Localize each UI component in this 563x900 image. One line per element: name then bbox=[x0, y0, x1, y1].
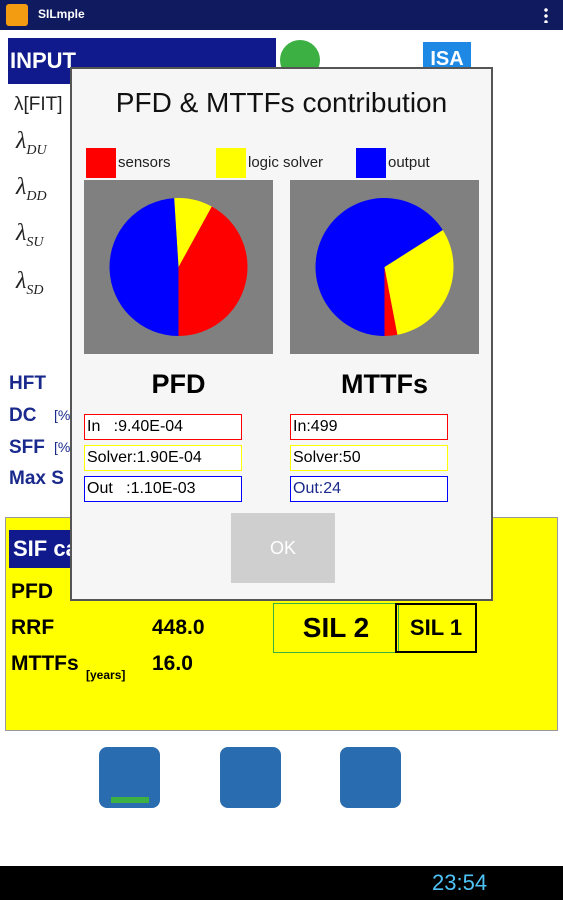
lambda-symbol: λ bbox=[16, 268, 27, 294]
clock: 23:54 bbox=[432, 870, 488, 895]
tab-indicator bbox=[111, 797, 149, 803]
pie-slice bbox=[178, 206, 248, 336]
pie-slice bbox=[384, 267, 398, 336]
lambda-symbol: λ bbox=[16, 174, 27, 200]
legend-swatch bbox=[356, 148, 386, 178]
lambda-symbol: λ bbox=[16, 128, 27, 154]
pie-chart bbox=[84, 180, 273, 354]
legend-swatch bbox=[86, 148, 116, 178]
legend-swatch bbox=[216, 148, 246, 178]
lambda-sub: DU bbox=[26, 142, 47, 158]
value-row: Out:24 bbox=[290, 476, 448, 502]
param-unit: [% bbox=[54, 439, 71, 455]
sil-badge: SIL 2 bbox=[273, 603, 399, 653]
nav-bar: 23:54 bbox=[0, 866, 563, 900]
sif-unit: [years] bbox=[86, 668, 126, 682]
pie-slice bbox=[109, 198, 179, 336]
sif-label: MTTFs bbox=[11, 652, 79, 675]
lambda-sub: SU bbox=[26, 234, 44, 250]
lambda-sub: SD bbox=[26, 282, 44, 298]
sil-badge: SIL 1 bbox=[395, 603, 477, 653]
param-label: DC bbox=[9, 405, 37, 426]
lambda-label: λDD bbox=[16, 174, 47, 205]
value-row: In:499 bbox=[290, 414, 448, 440]
legend-label: output bbox=[388, 154, 430, 171]
menu-button[interactable] bbox=[544, 7, 548, 23]
pie-chart bbox=[290, 180, 479, 354]
value-row: Out :1.10E-03 bbox=[84, 476, 242, 502]
sif-value: 16.0 bbox=[152, 652, 193, 675]
pie-label: MTTFs bbox=[341, 369, 428, 399]
sif-label: PFD bbox=[11, 580, 53, 603]
lambda-fit: λ[FIT] bbox=[14, 94, 63, 115]
tab-icon[interactable] bbox=[99, 747, 160, 808]
ok-button[interactable]: OK bbox=[231, 513, 335, 583]
param-unit: [% bbox=[54, 407, 71, 423]
app-icon bbox=[6, 4, 28, 26]
settings-icon[interactable] bbox=[220, 747, 281, 808]
param-label: HFT bbox=[9, 373, 46, 394]
lambda-symbol: λ bbox=[16, 220, 27, 246]
shuffle-icon[interactable] bbox=[340, 747, 401, 808]
dialog-title: PFD & MTTFs contribution bbox=[115, 87, 448, 118]
lambda-label: λSU bbox=[16, 220, 44, 251]
legend-label: logic solver bbox=[248, 154, 324, 171]
pie-slice bbox=[315, 198, 443, 336]
sif-value: 448.0 bbox=[152, 616, 205, 639]
app-title: SILmple bbox=[38, 7, 85, 21]
app-bar: SILmple bbox=[0, 0, 563, 30]
value-row: Solver:1.90E-04 bbox=[84, 445, 242, 471]
pie-slice bbox=[174, 198, 212, 267]
dialog: PFD & MTTFs contribution sensors logic so… bbox=[70, 67, 493, 601]
value-row: Solver:50 bbox=[290, 445, 448, 471]
sif-label: RRF bbox=[11, 616, 55, 639]
param-label: Max S bbox=[9, 468, 64, 489]
legend-label: sensors bbox=[118, 154, 171, 171]
pie-slice bbox=[384, 230, 454, 335]
lambda-label: λSD bbox=[16, 268, 44, 299]
pie-label: PFD bbox=[151, 369, 206, 399]
value-row: In :9.40E-04 bbox=[84, 414, 242, 440]
lambda-sub: DD bbox=[26, 188, 47, 204]
param-label: SFF bbox=[9, 437, 45, 458]
lambda-label: λDU bbox=[16, 128, 47, 159]
